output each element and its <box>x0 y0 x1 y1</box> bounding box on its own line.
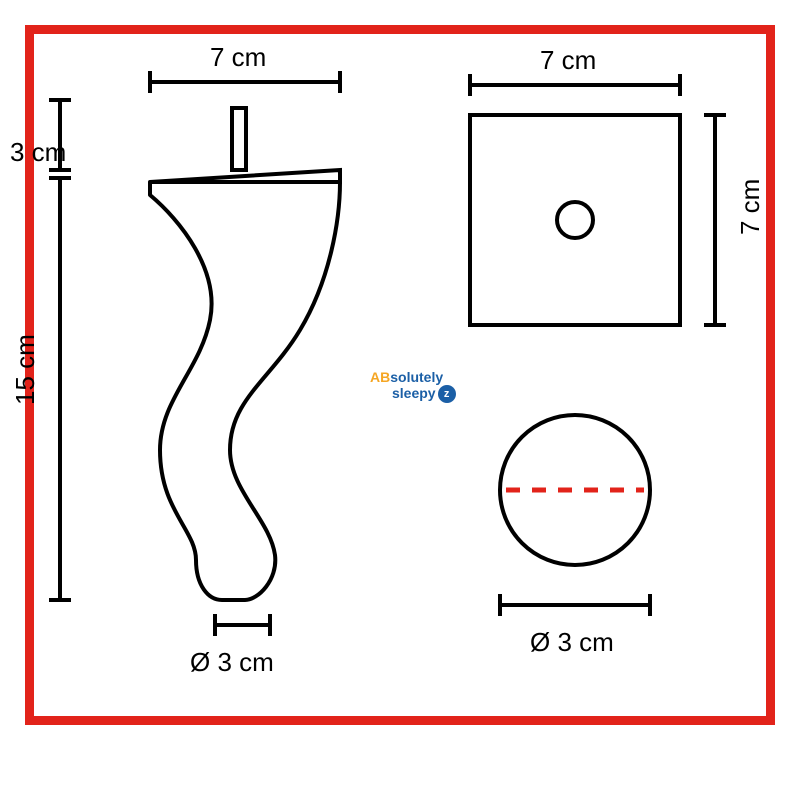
dim-square-top-label: 7 cm <box>540 45 596 76</box>
dim-leg-body-label: 15 cm <box>10 334 41 405</box>
dim-circle-label: Ø 3 cm <box>530 627 614 658</box>
logo-part-ab: AB <box>370 369 390 385</box>
dim-square-right-label: 7 cm <box>735 179 766 235</box>
dim-leg-bolt-label: 3 cm <box>10 137 66 168</box>
logo-part-sleepy: sleepy <box>392 385 436 401</box>
dim-leg-foot-label: Ø 3 cm <box>190 647 274 678</box>
watermark-logo: ABsolutely sleepyz <box>370 370 456 403</box>
diagram-stage: 7 cm 3 cm 15 cm Ø 3 cm 7 cm 7 cm Ø 3 cm … <box>0 0 800 800</box>
logo-part-solutely: solutely <box>390 369 443 385</box>
dim-leg-top-label: 7 cm <box>210 42 266 73</box>
logo-badge-icon: z <box>438 385 456 403</box>
